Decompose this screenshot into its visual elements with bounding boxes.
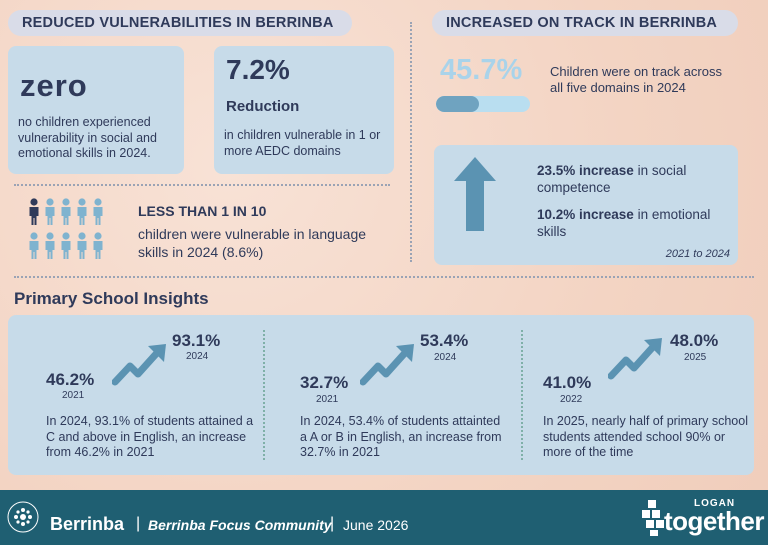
trend-arrow-icon [112, 344, 166, 386]
increased-on-track-header: INCREASED ON TRACK IN BERRINBA [432, 10, 738, 36]
emotional-increase-value: 10.2% increase [537, 207, 634, 222]
insight-1-to-year: 2024 [186, 351, 209, 362]
footer-separator-2: | [330, 515, 335, 532]
footer-date: June 2026 [343, 517, 409, 533]
up-arrow-icon [454, 157, 496, 231]
footer-brand: Berrinba [50, 514, 125, 534]
on-track-value: 45.7% [440, 54, 523, 86]
social-increase: 23.5% increase in social competence [537, 163, 733, 197]
people-icon [29, 198, 103, 259]
on-track-text: Children were on track across all five d… [550, 64, 722, 96]
insight-2-text: In 2024, 53.4% of students attainted a A… [300, 414, 502, 460]
section-divider [14, 276, 754, 278]
insight-3-from-year: 2022 [560, 394, 583, 405]
insights-divider-2 [521, 330, 523, 460]
reduction-label: Reduction [226, 98, 300, 115]
berrinba-seal-icon [7, 501, 39, 533]
insight-1-to-value: 93.1% [172, 331, 221, 350]
insight-1-from-value: 46.2% [46, 370, 95, 389]
insight-3-to-year: 2025 [684, 352, 707, 363]
logan-together-logo-icon [642, 500, 664, 536]
zero-card: zero no children experienced vulnerabili… [8, 46, 184, 174]
insight-2-to-year: 2024 [434, 352, 457, 363]
trend-arrow-icon [608, 338, 662, 380]
insights-divider-1 [263, 330, 265, 460]
footer-community: Berrinba Focus Community [148, 517, 332, 533]
emotional-increase: 10.2% increase in emotional skills [537, 207, 733, 241]
left-divider [14, 184, 390, 186]
people-icon-grid [28, 198, 108, 264]
trend-arrow-icon [360, 344, 414, 386]
insight-1-from-year: 2021 [62, 390, 85, 401]
emotional-increase-label: in emotional skills [537, 207, 711, 239]
primary-insights-card [8, 315, 754, 475]
primary-school-title: Primary School Insights [14, 289, 209, 308]
language-headline: LESS THAN 1 IN 10 [138, 203, 267, 219]
on-track-progress-fill [436, 96, 479, 112]
reduced-vulnerabilities-header: REDUCED VULNERABILITIES IN BERRINBA [8, 10, 352, 36]
insight-2-to-value: 53.4% [420, 331, 469, 350]
reduction-card: 7.2% Reduction in children vulnerable in… [214, 46, 394, 174]
vertical-divider [410, 22, 412, 262]
language-text: children were vulnerable in language ski… [138, 226, 367, 260]
insight-3-to-value: 48.0% [670, 331, 719, 350]
zero-text: no children experienced vulnerability in… [18, 115, 157, 161]
reduction-text: in children vulnerable in 1 or more AEDC… [224, 128, 381, 158]
on-track-progress-bar [436, 96, 530, 112]
zero-value: zero [20, 68, 88, 103]
reduction-value: 7.2% [226, 54, 290, 85]
footer-separator-1: | [136, 515, 141, 532]
logo-logan: LOGAN [694, 498, 736, 509]
logo-together: together [664, 506, 765, 536]
social-increase-label: in social competence [537, 163, 687, 195]
footer: Berrinba | Berrinba Focus Community | Ju… [0, 490, 768, 545]
insight-3-from-value: 41.0% [543, 373, 592, 392]
increase-card: 23.5% increase in social competence 10.2… [434, 145, 738, 265]
insight-2-from-year: 2021 [316, 394, 339, 405]
insight-1-text: In 2024, 93.1% of students attained a C … [46, 414, 254, 460]
insight-2-from-value: 32.7% [300, 373, 349, 392]
increase-period: 2021 to 2024 [665, 248, 730, 260]
social-increase-value: 23.5% increase [537, 163, 634, 178]
insight-3-text: In 2025, nearly half of primary school s… [543, 414, 748, 460]
